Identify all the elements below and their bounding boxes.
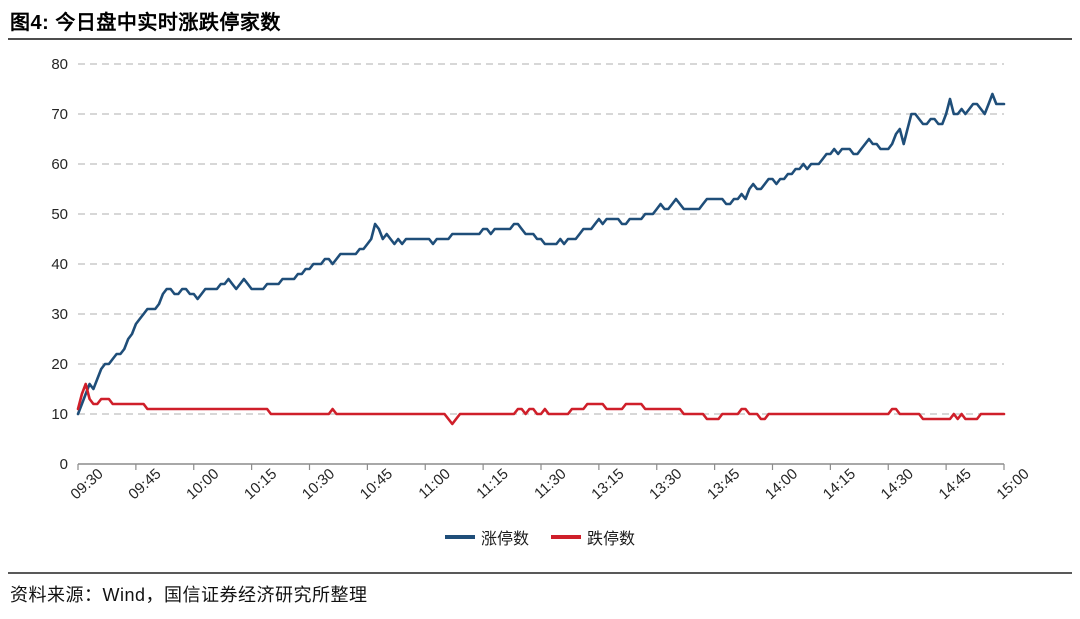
source-note: 资料来源：Wind，国信证券经济研究所整理 — [10, 585, 368, 605]
source-divider — [8, 572, 1072, 574]
legend-item-limit-up: 涨停数 — [444, 525, 529, 549]
figure-title: 图4: 今日盘中实时涨跌停家数 — [10, 12, 281, 34]
chart-legend: 涨停数 跌停数 — [0, 525, 1080, 549]
legend-label-limit-up: 涨停数 — [480, 531, 529, 548]
x-tick-label: 09:45 — [125, 465, 164, 503]
y-tick-label: 10 — [51, 406, 68, 423]
y-tick-label: 20 — [51, 356, 68, 373]
y-tick-label: 50 — [51, 206, 68, 223]
x-tick-label: 10:45 — [357, 465, 396, 503]
title-divider — [8, 38, 1072, 40]
x-tick-label: 13:30 — [646, 465, 685, 503]
x-tick-label: 14:00 — [762, 465, 801, 503]
x-tick-label: 11:00 — [415, 465, 453, 502]
x-tick-label: 14:45 — [936, 465, 975, 503]
legend-label-limit-down: 跌停数 — [587, 531, 636, 548]
y-tick-label: 80 — [51, 56, 68, 73]
y-tick-label: 40 — [51, 256, 68, 273]
x-tick-label: 14:15 — [820, 465, 859, 503]
x-tick-label: 15:00 — [993, 465, 1032, 503]
legend-item-limit-down: 跌停数 — [551, 525, 635, 549]
series-line-1 — [76, 382, 1006, 426]
y-tick-label: 70 — [51, 106, 68, 123]
x-tick-label: 13:15 — [588, 465, 627, 503]
y-tick-label: 60 — [51, 156, 68, 173]
x-tick-label: 11:30 — [531, 465, 569, 502]
limit-down-line-swatch — [551, 535, 581, 539]
y-tick-label: 30 — [51, 306, 68, 323]
x-tick-label: 10:30 — [299, 465, 338, 503]
x-tick-label: 13:45 — [704, 465, 743, 503]
series-line-0 — [76, 92, 1006, 416]
x-tick-label: 10:00 — [183, 465, 222, 503]
x-tick-label: 14:30 — [878, 465, 917, 503]
x-tick-label: 11:15 — [473, 465, 511, 502]
x-tick-label: 10:15 — [241, 465, 280, 503]
y-tick-label: 0 — [60, 456, 68, 473]
x-tick-label: 09:30 — [67, 465, 106, 503]
limit-up-line-swatch — [444, 535, 475, 539]
